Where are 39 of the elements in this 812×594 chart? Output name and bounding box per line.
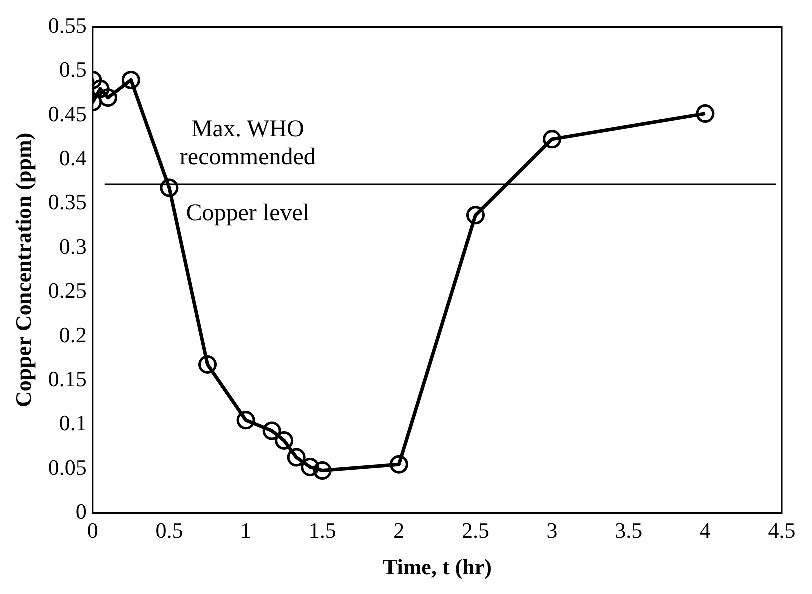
y-tick-label: 0.15: [48, 366, 87, 392]
point: [236, 411, 256, 430]
y-tick-label: 0.4: [59, 146, 87, 171]
point: [160, 178, 179, 198]
point: [275, 431, 294, 450]
annotation: Max. WHO recommended: [180, 116, 316, 170]
point: [466, 206, 485, 225]
x-tick-label: 2.5: [462, 518, 490, 544]
x-axis-title: Time, t (hr): [382, 554, 492, 580]
x-tick-label: 1.5: [308, 518, 336, 544]
point: [313, 462, 332, 480]
x-tick-label: 3.5: [615, 518, 643, 544]
y-tick-label: 0.5: [59, 57, 87, 82]
annotation: Copper level: [186, 200, 310, 226]
y-tick-label: 0.55: [48, 12, 87, 38]
y-tick-label: 0.35: [48, 190, 87, 215]
point: [98, 88, 118, 108]
y-tick-label: 0.45: [48, 101, 87, 126]
point: [543, 130, 562, 149]
x-tick-label: 4.5: [768, 518, 796, 544]
x-tick-label: 1: [240, 518, 252, 544]
point: [301, 458, 320, 476]
y-tick-label: 0: [76, 498, 87, 524]
x-tick-label: 3: [546, 518, 558, 544]
point: [696, 104, 715, 124]
point: [198, 356, 217, 374]
x-tick-label: 0.5: [156, 518, 184, 544]
point: [390, 455, 408, 474]
point: [262, 422, 282, 440]
x-tick-label: 2: [394, 518, 405, 544]
y-tick-label: 0.05: [48, 454, 87, 480]
y-tick-label: 0.2: [59, 322, 87, 348]
y-tick-label: 0.1: [59, 410, 87, 436]
y-axis-title: Copper Concentration (ppm): [10, 132, 36, 408]
point: [122, 70, 140, 90]
point: [287, 448, 306, 467]
x-tick-label: 4: [700, 518, 711, 544]
y-tick-label: 0.25: [48, 278, 87, 304]
y-tick-label: 0.3: [59, 234, 87, 259]
